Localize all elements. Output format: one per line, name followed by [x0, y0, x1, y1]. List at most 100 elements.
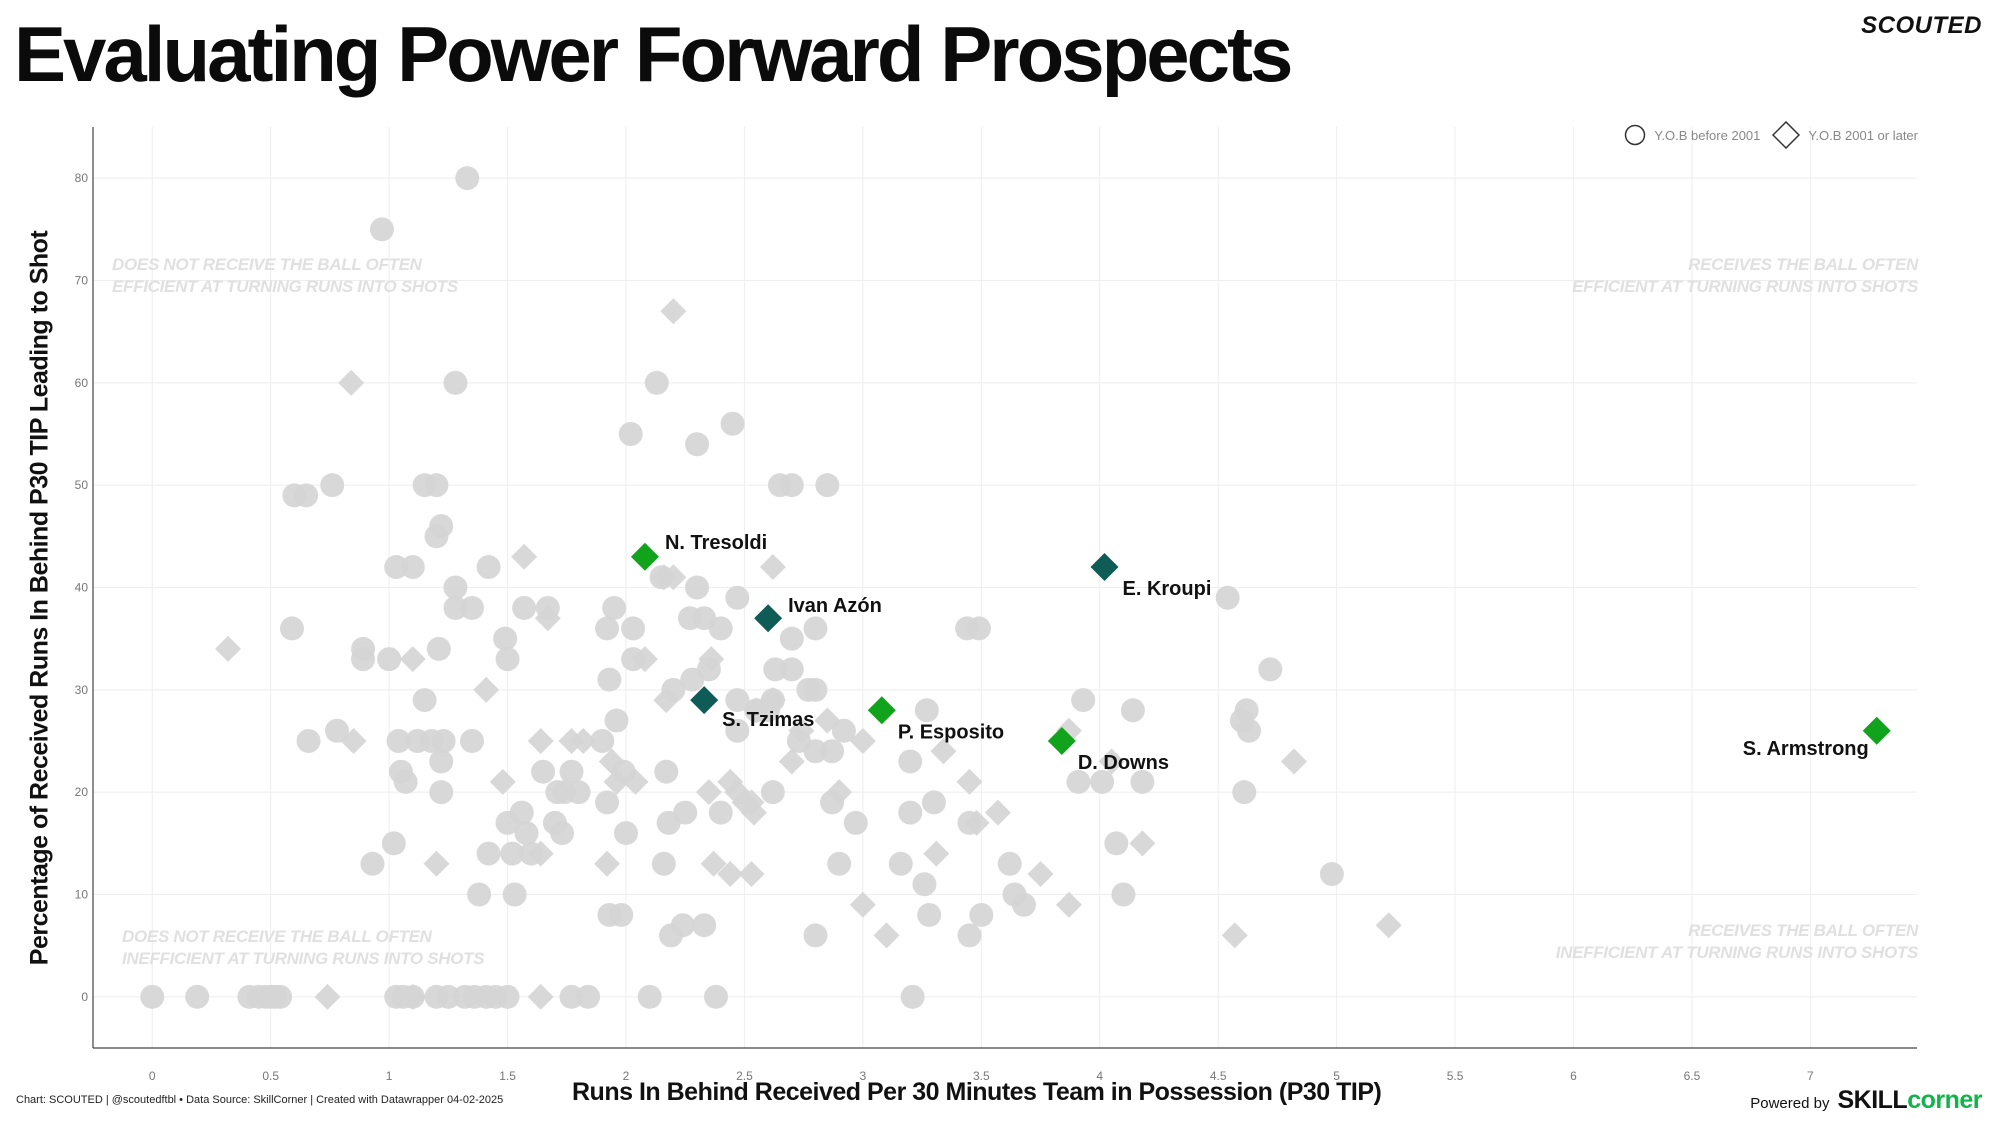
y-tick-label: 50: [75, 478, 89, 492]
data-point-circle: [898, 749, 923, 774]
x-tick-label: 3: [860, 1069, 867, 1083]
data-point-circle: [815, 473, 840, 498]
y-tick-label: 80: [75, 171, 89, 185]
data-point-circle: [590, 729, 615, 753]
data-point-circle: [531, 759, 556, 784]
y-axis-title: Percentage of Received Runs In Behind P3…: [25, 230, 54, 966]
data-point-circle: [455, 166, 480, 191]
data-point-circle: [597, 667, 622, 692]
data-point-circle: [760, 780, 785, 805]
data-point-diamond: [622, 768, 649, 795]
data-point-circle: [831, 718, 856, 743]
data-point-circle: [1258, 657, 1283, 682]
brand-logo: SCOUTED: [1861, 12, 1982, 39]
data-point-diamond: [1098, 748, 1125, 775]
data-point-circle: [324, 718, 349, 743]
data-point-diamond: [826, 779, 853, 806]
powered-by-label: Powered by: [1750, 1095, 1830, 1112]
data-point-diamond: [527, 728, 554, 754]
data-point-diamond: [489, 768, 516, 795]
data-point-circle: [545, 780, 570, 805]
source-credit: Chart: SCOUTED | @scoutedftbl • Data Sou…: [16, 1094, 504, 1106]
data-point-diamond: [759, 687, 786, 714]
data-point-circle: [550, 821, 575, 846]
data-point-diamond: [1027, 861, 1054, 888]
data-point-diamond: [759, 554, 786, 581]
data-point-circle: [500, 841, 525, 866]
data-point-circle: [509, 800, 534, 825]
data-point-circle: [658, 923, 683, 948]
data-point-circle: [559, 984, 584, 1009]
data-point-circle: [443, 595, 468, 620]
data-point-circle: [476, 841, 501, 866]
data-point-circle: [1236, 718, 1261, 743]
data-point-circle: [725, 585, 750, 610]
data-point-circle: [426, 636, 451, 661]
data-point-diamond: [423, 850, 450, 877]
quadrant-line: EFFICIENT AT TURNING RUNS INTO SHOTS: [112, 277, 458, 296]
data-point-circle: [412, 688, 437, 713]
data-point-circle: [827, 851, 852, 876]
data-point-circle: [502, 882, 527, 907]
powered-by: Powered by SKILLcorner: [1750, 1086, 1982, 1115]
data-point-circle: [1066, 769, 1091, 794]
data-point-circle: [279, 616, 304, 641]
data-point-circle: [495, 984, 520, 1009]
data-point-circle: [692, 913, 717, 938]
data-point-circle: [803, 677, 828, 702]
data-point-circle: [720, 411, 745, 436]
data-point-circle: [921, 790, 946, 815]
player-label: P. Esposito: [898, 721, 1004, 743]
data-point-diamond: [1221, 922, 1248, 949]
x-tick-label: 1: [386, 1069, 393, 1083]
data-point-diamond: [700, 850, 727, 877]
highlighted-player-marker: [1862, 716, 1891, 745]
data-point-circle: [424, 473, 449, 498]
data-point-circle: [377, 647, 402, 672]
data-point-circle: [644, 370, 669, 395]
data-point-circle: [296, 729, 321, 753]
data-point-circle: [763, 657, 788, 682]
highlighted-player-marker: [1090, 553, 1119, 582]
data-point-diamond: [314, 983, 341, 1010]
data-point-circle: [602, 595, 627, 620]
data-point-diamond: [1375, 912, 1402, 939]
data-point-circle: [912, 872, 937, 897]
data-point-diamond: [778, 748, 805, 775]
data-point-circle: [725, 718, 750, 743]
x-tick-label: 0.5: [262, 1069, 279, 1083]
data-point-circle: [443, 370, 468, 395]
data-point-circle: [400, 555, 425, 580]
legend-item-circle: Y.O.B before 2001: [1624, 124, 1760, 146]
data-point-circle: [369, 217, 394, 242]
x-tick-label: 3.5: [973, 1069, 990, 1083]
data-point-diamond: [740, 799, 767, 826]
data-point-circle: [512, 595, 537, 620]
data-point-circle: [495, 647, 520, 672]
data-point-circle: [514, 821, 539, 846]
data-point-circle: [637, 984, 662, 1009]
data-point-circle: [1011, 892, 1036, 917]
data-point-circle: [185, 984, 210, 1009]
legend: Y.O.B before 2001 Y.O.B 2001 or later: [1624, 121, 1918, 149]
x-tick-label: 5: [1333, 1069, 1340, 1083]
logo-part-corner: corner: [1907, 1086, 1982, 1114]
data-point-diamond: [631, 646, 658, 673]
chart-title: Evaluating Power Forward Prospects: [14, 10, 1293, 98]
data-point-diamond: [873, 922, 900, 949]
data-point-circle: [914, 698, 939, 723]
data-point-diamond: [930, 738, 957, 765]
x-axis-title: Runs In Behind Received Per 30 Minutes T…: [572, 1078, 1382, 1106]
data-point-diamond: [340, 728, 367, 754]
data-point-circle: [604, 708, 629, 733]
data-point-circle: [708, 616, 733, 641]
gridlines: [93, 127, 1917, 1048]
data-point-circle: [803, 616, 828, 641]
data-point-diamond: [984, 799, 1011, 826]
legend-label: Y.O.B 2001 or later: [1808, 127, 1918, 143]
data-point-diamond: [534, 605, 561, 632]
data-point-diamond: [594, 850, 621, 877]
data-point-circle: [429, 780, 454, 805]
player-label: N. Tresoldi: [665, 532, 767, 554]
